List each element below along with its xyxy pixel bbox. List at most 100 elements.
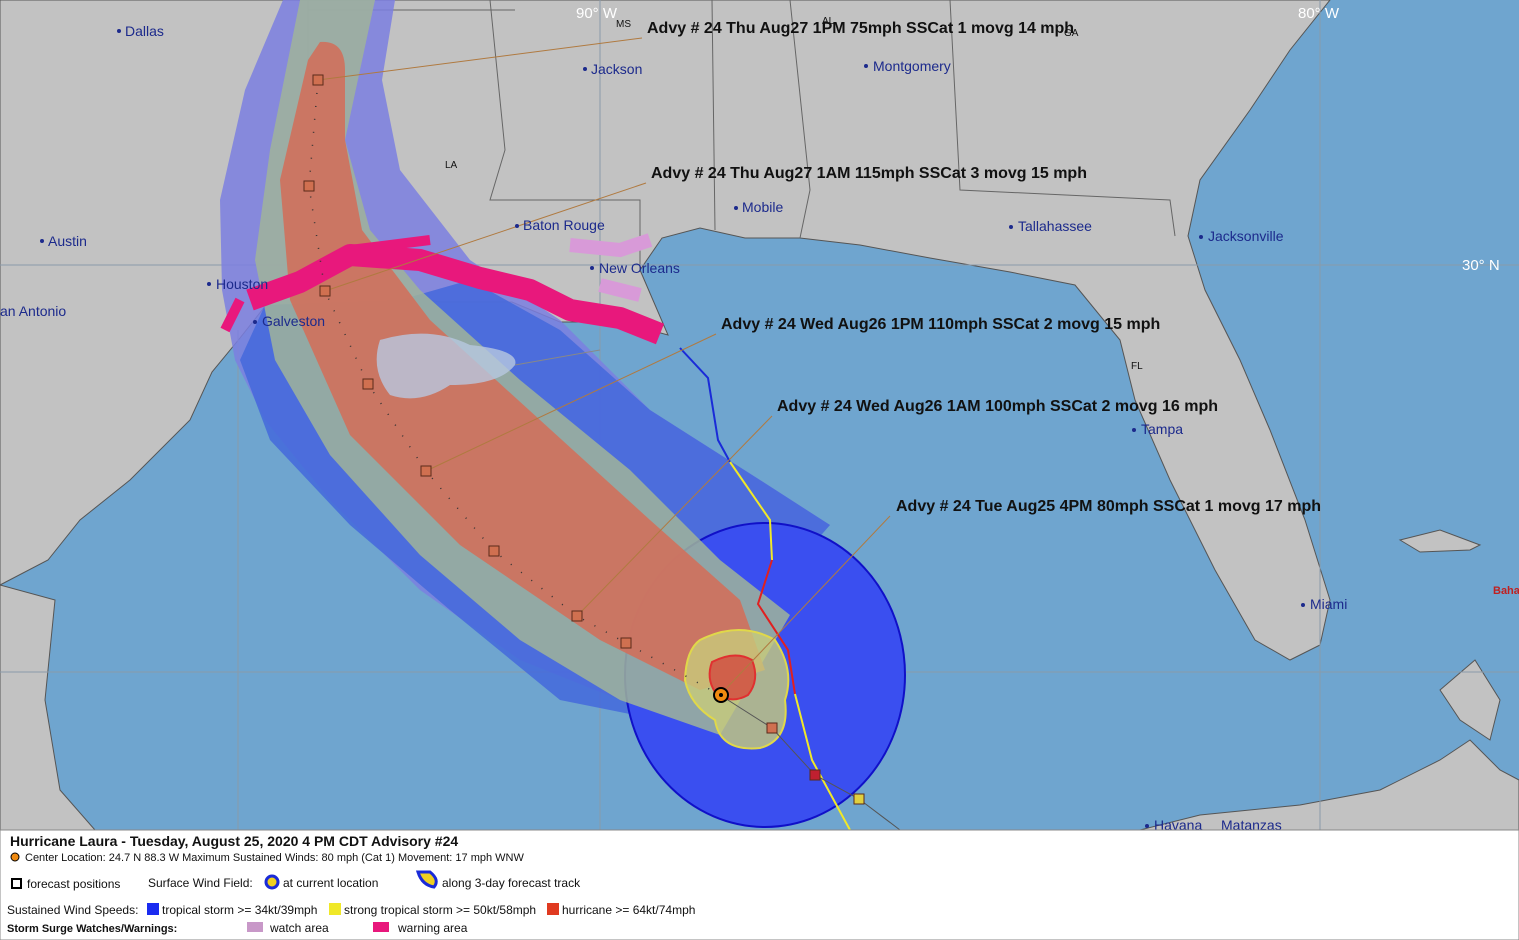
leader-line [719, 515, 891, 696]
forecast-point [319, 285, 331, 297]
city-dot [1301, 603, 1305, 607]
forecast-points [303, 74, 865, 805]
track-line [729, 461, 773, 561]
city-dot [1009, 225, 1013, 229]
forecast-point [766, 722, 778, 734]
legend-icon [264, 874, 280, 890]
city-label: Matanzas [1221, 817, 1282, 833]
forecast-point [312, 74, 324, 86]
legend-swatch [373, 922, 389, 932]
city-label: Mobile [742, 199, 783, 215]
leader-line [425, 333, 717, 472]
legend-label: hurricane >= 64kt/74mph [562, 903, 695, 917]
footer-center: Center Location: 24.7 N 88.3 W Maximum S… [25, 852, 524, 864]
legend-label: Storm Surge Watches/Warnings: [7, 923, 177, 935]
cuba-land [1139, 739, 1519, 831]
advisory-label: Advy # 24 Thu Aug27 1AM 115mph SSCat 3 m… [651, 165, 1087, 182]
state-label: AL [822, 16, 835, 27]
city-label: Dallas [125, 23, 164, 39]
forecast-point [420, 465, 432, 477]
advisory-label: Advy # 24 Wed Aug26 1PM 110mph SSCat 2 m… [721, 316, 1160, 333]
city-label: New Orleans [599, 260, 680, 276]
legend-icon [11, 878, 22, 889]
city-label: an Antonio [0, 303, 66, 319]
state-label: GA [1064, 28, 1079, 39]
leader-lines [317, 37, 891, 696]
city-dot [583, 67, 587, 71]
city-dot [515, 224, 519, 228]
grid-label: 90° W [576, 5, 618, 22]
state-label: MS [616, 19, 631, 30]
legend-icon [10, 852, 20, 862]
footer: Hurricane Laura - Tuesday, August 25, 20… [0, 829, 1519, 940]
legend-swatch [247, 922, 263, 932]
forecast-point [488, 545, 500, 557]
city-label: Tampa [1141, 421, 1183, 437]
state-label: LA [445, 160, 458, 171]
legend-label: Sustained Wind Speeds: [7, 903, 138, 917]
advisory-label: Advy # 24 Thu Aug27 1PM 75mph SSCat 1 mo… [647, 20, 1074, 37]
surge-warning [220, 235, 431, 333]
city-label: Houston [216, 276, 268, 292]
city-dot [117, 29, 121, 33]
advisory-label: Advy # 24 Wed Aug26 1AM 100mph SSCat 2 m… [777, 398, 1218, 415]
past-point [809, 769, 821, 781]
leader-line [514, 349, 601, 366]
legend-label: forecast positions [27, 877, 120, 891]
leader-line [317, 37, 643, 81]
city-label: Austin [48, 233, 87, 249]
forecast-point [303, 180, 315, 192]
legend-label: along 3-day forecast track [442, 876, 581, 890]
current-center-dot [719, 693, 723, 697]
state-label: FL [1131, 361, 1143, 372]
footer-panel [0, 829, 1519, 940]
city-label: Tallahassee [1018, 218, 1092, 234]
city-dot [207, 282, 211, 286]
city-dot [734, 206, 738, 210]
legend-swatch [547, 903, 559, 915]
uncertain-area [376, 333, 516, 399]
legend-icon [415, 870, 438, 889]
city-label: Jacksonville [1208, 228, 1284, 244]
legend-label: tropical storm >= 34kt/39mph [162, 903, 317, 917]
track-line [756, 559, 796, 695]
cities: Dallas Jackson Montgomery Austin Houston… [0, 23, 1519, 833]
leader-line [324, 182, 647, 292]
city-dot [1145, 824, 1149, 828]
footer-title: Hurricane Laura - Tuesday, August 25, 20… [10, 833, 458, 849]
city-dot [253, 320, 257, 324]
legend-swatch [329, 903, 341, 915]
surge-watch [569, 233, 653, 302]
city-label: Miami [1310, 596, 1347, 612]
forecast-point [571, 610, 583, 622]
city-dot [590, 266, 594, 270]
city-label: Baha [1493, 585, 1519, 597]
legend-label: warning area [397, 921, 468, 935]
track-line [679, 347, 731, 463]
city-label: Montgomery [873, 58, 951, 74]
city-label: Jackson [591, 61, 642, 77]
leader-line [576, 415, 773, 617]
grid-label: 80° W [1298, 5, 1340, 22]
forecast-point [362, 378, 374, 390]
advisory-label: Advy # 24 Tue Aug25 4PM 80mph SSCat 1 mo… [896, 498, 1321, 515]
legend-swatch [147, 903, 159, 915]
surge-warning [246, 244, 665, 345]
forecast-point [620, 637, 632, 649]
legend-label: strong tropical storm >= 50kt/58mph [344, 903, 536, 917]
track-line [794, 693, 851, 831]
mexico-land [0, 584, 97, 831]
city-dot [1199, 235, 1203, 239]
city-dot [40, 239, 44, 243]
grid-label: 30° N [1462, 257, 1500, 274]
city-label: Baton Rouge [523, 217, 605, 233]
city-dot [864, 64, 868, 68]
legend-label: at current location [283, 876, 378, 890]
city-dot [1132, 428, 1136, 432]
city-label: Havana [1154, 817, 1202, 833]
legend-label: watch area [269, 921, 329, 935]
cone-red [280, 41, 765, 690]
legend-label: Surface Wind Field: [148, 876, 253, 890]
